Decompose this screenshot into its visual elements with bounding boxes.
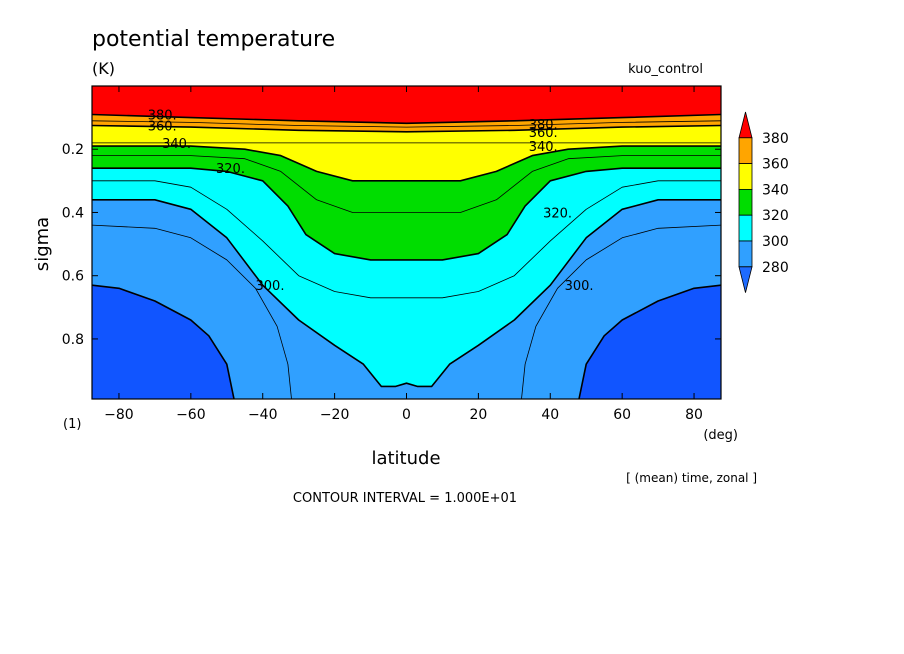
chart-title: potential temperature [92, 27, 335, 52]
colorbar-label: 360 [762, 157, 789, 173]
band-below-280 [579, 285, 721, 399]
contour-label-300: 300. [565, 279, 594, 294]
colorbar-label: 320 [762, 208, 789, 224]
contour-label-320: 320. [216, 162, 245, 177]
contour-line-300 [92, 199, 721, 388]
colorbar-segment [738, 240, 753, 268]
colorbar-segment [738, 214, 753, 242]
contour-label-320: 320. [543, 207, 572, 222]
y-axis-title: sigma [32, 217, 53, 271]
contour-line-280 [578, 284, 721, 399]
x-tick-label: −60 [176, 407, 206, 423]
contour-line-340 [92, 145, 721, 182]
plot-area: 300. 300.320.320.340. 340.360. 360.380.380. [92, 86, 721, 399]
contour-labels: 300. 300.320.320.340. 340.360. 360.380.380. [148, 109, 594, 295]
colorbar-label: 380 [762, 131, 789, 147]
contour-line-290 [521, 224, 721, 399]
colorbar-bottom-arrow [738, 266, 753, 293]
experiment-name: kuo_control [628, 62, 703, 77]
y-tick-label: 0.4 [62, 205, 84, 221]
contour-line-290 [92, 224, 292, 399]
colorbar-segment [738, 188, 753, 216]
colorbar: 280 300 320 340 360 380 [738, 111, 789, 293]
x-tick-label: 20 [469, 407, 487, 423]
contour-label-300: 300. [256, 279, 285, 294]
contour-label-340: 340. [529, 140, 558, 155]
contour-line-380 [92, 113, 721, 125]
y-axis-unit: (1) [63, 417, 81, 432]
x-tick-label: −20 [320, 407, 350, 423]
colorbar-label: 340 [762, 182, 789, 198]
band-below-280 [92, 285, 234, 399]
contour-line-310 [92, 180, 721, 299]
contour-line-370 [92, 120, 721, 128]
x-tick-label: 80 [685, 407, 703, 423]
contour-interval-note: CONTOUR INTERVAL = 1.000E+01 [293, 491, 517, 506]
contour-label-360: 360. [529, 126, 558, 141]
colorbar-label: 280 [762, 260, 789, 276]
colorbar-label: 300 [762, 234, 789, 250]
band-280-300 [92, 199, 721, 399]
contour-label-360: 360. [148, 120, 177, 135]
averaging-note: [ (mean) time, zonal ] [626, 471, 757, 485]
x-tick-label: −80 [104, 407, 134, 423]
contour-line-320 [92, 167, 721, 261]
colorbar-segment [738, 137, 753, 165]
contour-label-340: 340. [162, 137, 191, 152]
contour-label-380: 380. [529, 118, 558, 133]
contour-label-380: 380. [148, 109, 177, 124]
y-tick-label: 0.8 [62, 332, 84, 348]
contour-line-280 [92, 284, 235, 399]
contour-lines [92, 113, 721, 399]
y-tick-label: 0.2 [62, 142, 84, 158]
x-tick-label: 0 [402, 407, 411, 423]
x-axis-unit: (deg) [703, 428, 738, 443]
contour-line-360 [92, 124, 721, 133]
x-tick-label: 60 [613, 407, 631, 423]
contour-line-330 [92, 155, 721, 213]
x-tick-label: −40 [248, 407, 278, 423]
y-tick-label: 0.6 [62, 269, 84, 285]
filled-contours [92, 86, 721, 399]
axes: −80 −60 −40 −20 0 20 40 60 80 0.2 0.4 0.6 0.8 [62, 85, 722, 423]
x-axis-title: latitude [371, 448, 440, 469]
x-tick-label: 40 [541, 407, 559, 423]
chart-units: (K) [92, 59, 115, 78]
colorbar-segment [738, 163, 753, 190]
